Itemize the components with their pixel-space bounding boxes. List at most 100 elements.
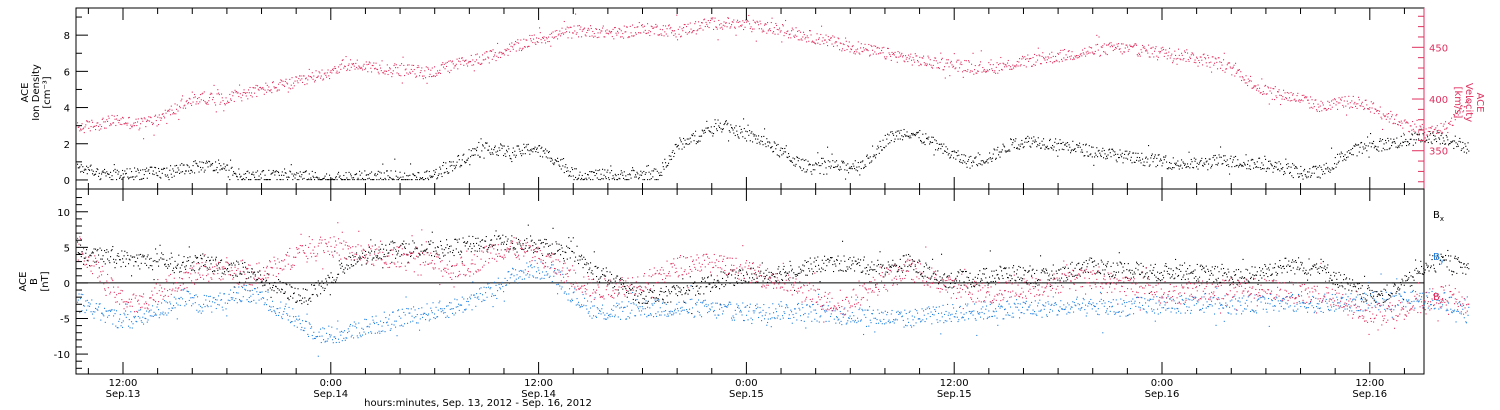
data-point <box>284 172 286 174</box>
data-point <box>877 145 879 147</box>
data-point <box>744 26 746 28</box>
data-point <box>488 62 490 64</box>
data-point <box>1046 59 1048 61</box>
data-point <box>536 148 538 150</box>
data-point <box>734 134 736 137</box>
data-point <box>278 279 280 281</box>
data-point <box>929 63 931 65</box>
data-point <box>977 277 979 279</box>
data-point <box>392 242 394 244</box>
data-point <box>894 138 896 140</box>
data-point <box>535 243 537 245</box>
data-point <box>932 141 934 143</box>
data-point <box>389 67 391 69</box>
data-point <box>392 73 394 75</box>
data-point <box>593 171 595 173</box>
data-point <box>469 245 471 247</box>
data-point <box>785 274 787 276</box>
data-point <box>618 292 620 294</box>
data-point <box>604 169 606 171</box>
data-point <box>155 261 157 263</box>
data-point <box>1266 93 1268 95</box>
data-point <box>335 67 337 70</box>
data-point <box>1112 49 1114 52</box>
data-point <box>929 266 931 268</box>
data-point <box>905 58 907 60</box>
data-point <box>1330 169 1332 171</box>
data-point <box>384 256 386 258</box>
data-point <box>975 72 977 74</box>
data-point <box>295 301 297 303</box>
data-point <box>1355 105 1357 107</box>
data-point <box>510 240 512 242</box>
data-point <box>485 51 487 53</box>
data-point <box>1379 138 1381 140</box>
data-point <box>251 173 253 175</box>
data-point <box>259 179 261 181</box>
data-point <box>131 126 133 128</box>
data-point <box>1283 171 1285 173</box>
data-point <box>120 174 122 177</box>
data-point <box>1153 157 1155 160</box>
data-point <box>104 263 106 265</box>
data-point <box>542 37 544 40</box>
data-point <box>262 86 264 89</box>
data-point <box>683 137 685 140</box>
data-point <box>552 227 554 229</box>
data-point <box>953 157 955 159</box>
data-point <box>1003 145 1005 147</box>
data-point <box>1205 58 1207 60</box>
data-point <box>443 63 445 65</box>
data-point <box>437 246 439 248</box>
data-point <box>275 171 277 173</box>
data-point <box>162 253 164 256</box>
data-point <box>1304 97 1306 99</box>
data-point <box>989 157 991 159</box>
data-point <box>473 64 475 66</box>
data-point <box>193 261 195 263</box>
data-point <box>527 149 529 151</box>
data-point <box>607 169 609 171</box>
data-point <box>223 110 225 112</box>
data-point <box>451 164 453 166</box>
data-point <box>1254 86 1256 88</box>
data-point <box>1439 130 1441 132</box>
data-point <box>1178 168 1180 170</box>
data-point <box>287 176 289 178</box>
data-point <box>951 64 953 66</box>
data-point <box>1014 65 1016 67</box>
data-point <box>914 135 916 137</box>
data-point <box>397 176 399 178</box>
data-point <box>332 178 334 180</box>
data-point <box>706 23 708 25</box>
data-point <box>1058 61 1060 63</box>
data-point <box>204 169 206 171</box>
data-point <box>280 291 282 293</box>
data-point <box>601 30 603 32</box>
data-point <box>768 29 770 31</box>
data-point <box>948 152 950 155</box>
data-point <box>1028 58 1030 60</box>
data-point <box>1329 104 1331 106</box>
data-point <box>499 51 501 53</box>
data-point <box>627 174 629 176</box>
data-point <box>1117 45 1119 47</box>
data-point <box>189 98 191 100</box>
data-point <box>311 72 313 74</box>
data-point <box>512 147 514 149</box>
data-point <box>547 41 549 43</box>
data-point <box>1397 145 1399 147</box>
data-point <box>378 179 380 181</box>
data-point <box>193 97 195 99</box>
data-point <box>1395 146 1397 148</box>
data-point <box>713 279 715 281</box>
data-point <box>317 179 319 181</box>
data-point <box>273 290 275 292</box>
data-point <box>1412 144 1414 146</box>
data-point <box>1078 57 1080 59</box>
data-point <box>1220 67 1222 69</box>
data-point <box>1000 56 1002 59</box>
data-point <box>1066 59 1068 61</box>
data-point <box>1424 141 1426 143</box>
data-point <box>155 167 157 169</box>
